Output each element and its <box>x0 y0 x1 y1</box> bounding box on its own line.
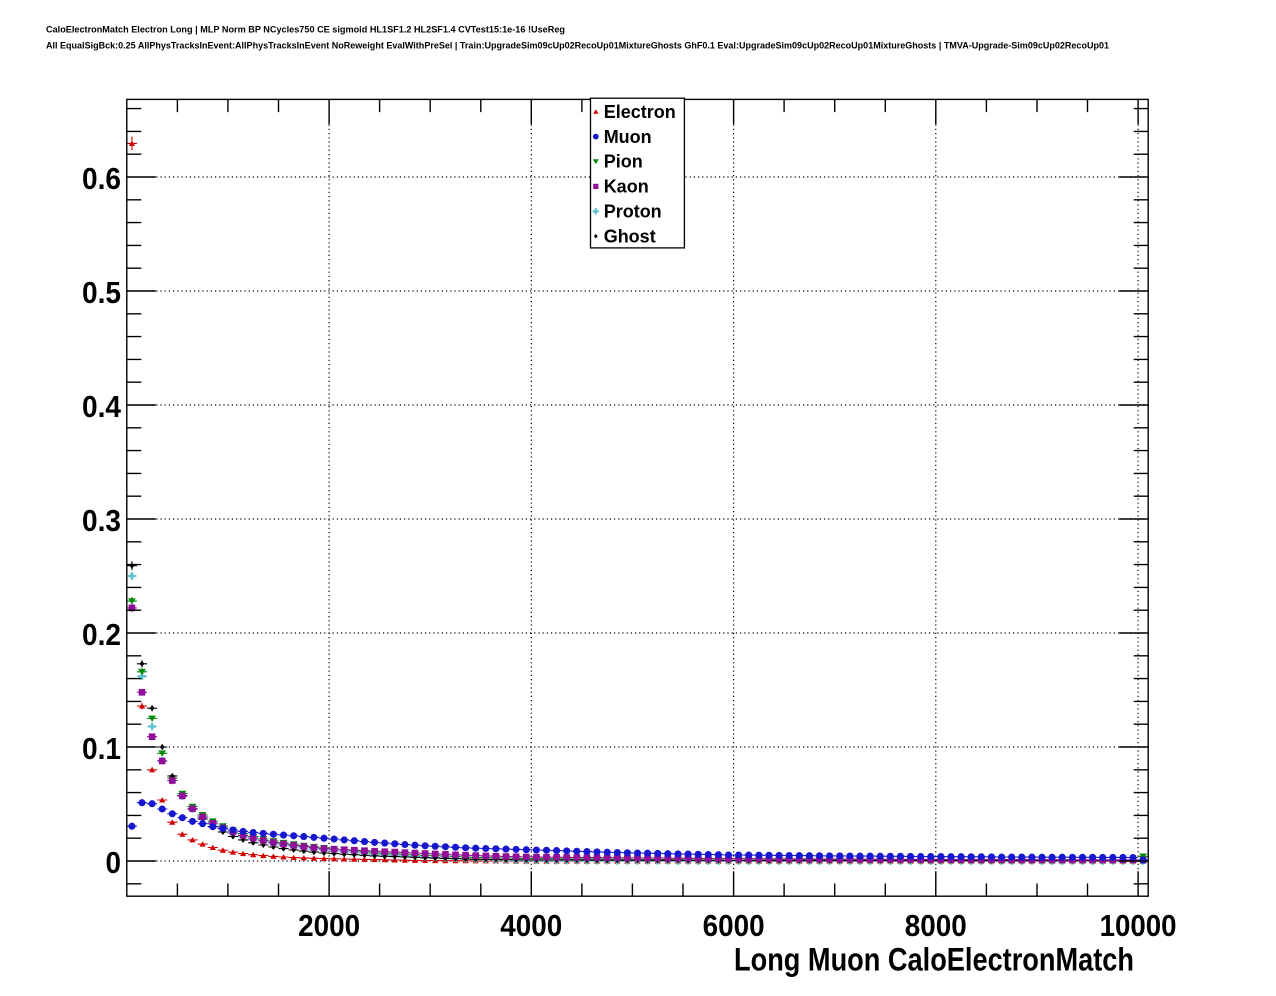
svg-text:0.2: 0.2 <box>82 618 121 652</box>
svg-text:Muon: Muon <box>604 127 652 147</box>
svg-text:Long Muon CaloElectronMatch: Long Muon CaloElectronMatch <box>734 942 1134 978</box>
svg-text:6000: 6000 <box>703 909 765 943</box>
svg-text:0.6: 0.6 <box>82 162 121 196</box>
svg-text:All EqualSigBck:0.25 AllPhysTr: All EqualSigBck:0.25 AllPhysTracksInEven… <box>46 41 1110 52</box>
svg-text:Ghost: Ghost <box>604 226 656 246</box>
svg-text:8000: 8000 <box>905 909 967 943</box>
svg-text:0: 0 <box>106 846 122 880</box>
svg-text:0.5: 0.5 <box>82 276 121 310</box>
svg-text:10000: 10000 <box>1100 909 1177 943</box>
svg-text:Proton: Proton <box>604 202 662 222</box>
svg-text:2000: 2000 <box>298 909 360 943</box>
svg-text:0.4: 0.4 <box>82 390 121 424</box>
svg-text:0.1: 0.1 <box>82 732 121 766</box>
svg-text:Electron: Electron <box>604 102 676 122</box>
svg-text:Kaon: Kaon <box>604 177 649 197</box>
svg-text:4000: 4000 <box>500 909 562 943</box>
svg-text:Pion: Pion <box>604 152 643 172</box>
svg-text:0.3: 0.3 <box>82 504 121 538</box>
svg-text:CaloElectronMatch Electron Lon: CaloElectronMatch Electron Long | MLP No… <box>46 25 565 36</box>
